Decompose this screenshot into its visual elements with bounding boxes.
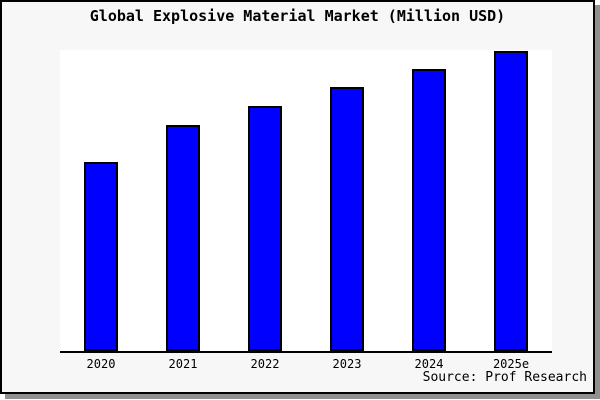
- x-tick-label-2020: 2020: [86, 357, 116, 371]
- x-tick-label-2023: 2023: [332, 357, 362, 371]
- bar-2021: [166, 125, 200, 351]
- bar-2023: [330, 87, 364, 351]
- chart-title: Global Explosive Material Market (Millio…: [89, 7, 506, 25]
- x-tick-label-2021: 2021: [168, 357, 198, 371]
- x-tick-label-2022: 2022: [250, 357, 280, 371]
- source-caption: Source: Prof Research: [422, 370, 587, 385]
- bar-2025e: [494, 51, 528, 351]
- plot-area: 2020 2021 2022 2023 2024 2025e: [60, 50, 552, 371]
- x-tick-label-2024: 2024: [414, 357, 444, 371]
- bar-2024: [412, 69, 446, 351]
- bar-2022: [248, 106, 282, 351]
- bar-2020: [84, 162, 118, 351]
- x-tick-label-2025e: 2025e: [492, 357, 530, 371]
- chart-frame: Global Explosive Material Market (Millio…: [0, 0, 595, 394]
